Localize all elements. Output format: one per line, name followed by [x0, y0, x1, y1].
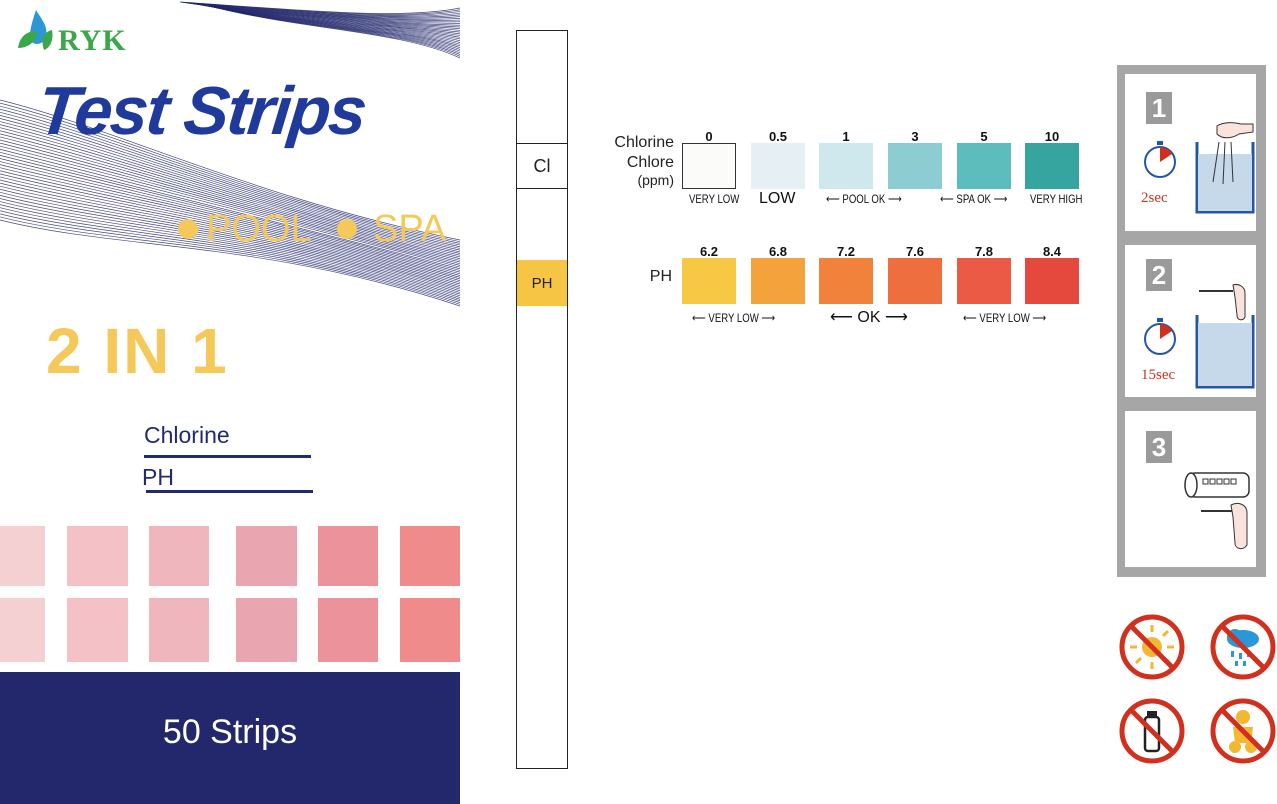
- package-panel: RYK Test Strips POOL SPA 2 IN 1 Chlorine…: [0, 0, 460, 804]
- leaf-drop-icon: [18, 10, 53, 50]
- color-square: [236, 598, 297, 662]
- beaker-swirl-icon: [1195, 284, 1255, 389]
- use-pool-label: POOL: [206, 208, 312, 250]
- color-square: [318, 598, 378, 662]
- ph-note-very-low-left: ⟵ VERY LOW ⟶: [692, 311, 776, 325]
- combo-label: 2 IN 1: [46, 315, 229, 387]
- chlorine-color-swatch: [682, 143, 736, 189]
- chlorine-color-swatch: [819, 143, 873, 189]
- chlorine-value-label: 0: [705, 129, 713, 144]
- color-square: [236, 526, 297, 586]
- chlorine-color-swatch: [751, 143, 805, 189]
- step-1-card: 1 2sec: [1125, 74, 1256, 231]
- color-square: [0, 598, 45, 662]
- stopwatch-icon: [1144, 318, 1176, 355]
- strip-pad-ph: PH: [517, 260, 567, 306]
- no-moisture-icon: [1210, 614, 1276, 680]
- bullet-dot-pool: [178, 219, 198, 239]
- ph-color-swatch: [1025, 258, 1079, 304]
- chlorine-note-low: LOW: [759, 190, 796, 207]
- color-square: [400, 526, 460, 586]
- strip-count-banner: [0, 672, 460, 804]
- keep-from-children-icon: [1210, 698, 1276, 764]
- ph-note-very-low-right: ⟵ VERY LOW ⟶: [963, 311, 1047, 325]
- chlorine-color-swatch: [1025, 143, 1079, 189]
- chlorine-note-pool-ok: ⟵ POOL OK ⟶: [826, 192, 902, 206]
- ph-color-swatch: [888, 258, 942, 304]
- color-square: [149, 526, 209, 586]
- product-title: Test Strips: [34, 73, 369, 149]
- test-strip: [516, 30, 568, 769]
- chlorine-note-very-low: VERY LOW: [689, 192, 740, 206]
- no-container-swap-icon: [1119, 698, 1185, 764]
- brand-name: RYK: [58, 24, 127, 57]
- ph-value-label: 8.4: [1042, 244, 1062, 259]
- chlorine-note-spa-ok: ⟵ SPA OK ⟶: [940, 192, 1008, 206]
- ph-note-ok: ⟵ OK ⟶: [830, 309, 908, 326]
- container-compare-icon: [1184, 472, 1250, 550]
- color-square: [0, 526, 45, 586]
- chlorine-value-label: 0.5: [768, 129, 788, 144]
- no-sunlight-icon: [1119, 614, 1185, 680]
- param-underline: [146, 490, 313, 493]
- param-underline: [144, 455, 311, 458]
- ph-value-label: 7.6: [905, 244, 925, 259]
- ph-value-label: 7.8: [974, 244, 994, 259]
- chlorine-value-label: 10: [1044, 129, 1060, 144]
- ph-value-label: 6.8: [768, 244, 788, 259]
- step-2-time: 15sec: [1141, 367, 1176, 383]
- step-2-card: 2 15sec: [1125, 245, 1256, 397]
- chlorine-color-swatch: [957, 143, 1011, 189]
- ph-color-swatch: [819, 258, 873, 304]
- ph-color-swatch: [751, 258, 805, 304]
- chlorine-label-line2: Chlore: [626, 154, 674, 171]
- brand-logo: RYK: [14, 8, 144, 58]
- ph-value-label: 7.2: [836, 244, 856, 259]
- strip-count-label: 50 Strips: [162, 713, 298, 751]
- ph-row-label: PH: [649, 268, 672, 285]
- use-spa-label: SPA: [373, 208, 447, 250]
- ph-color-swatch: [957, 258, 1011, 304]
- bullet-dot-spa: [337, 219, 357, 239]
- color-square: [67, 526, 128, 586]
- stopwatch-icon: [1144, 141, 1176, 178]
- chlorine-label-line1: Chlorine: [614, 134, 674, 151]
- color-square: [400, 598, 460, 662]
- chlorine-value-label: 5: [980, 129, 988, 144]
- chlorine-value-label: 1: [842, 129, 850, 144]
- step-1-time: 2sec: [1141, 190, 1168, 206]
- step-number: 1: [1146, 92, 1172, 124]
- chlorine-value-label: 3: [911, 129, 919, 144]
- ph-value-label: 6.2: [699, 244, 719, 259]
- step-number: 3: [1146, 431, 1172, 463]
- color-square: [149, 598, 209, 662]
- step-3-card: 3: [1125, 411, 1256, 567]
- color-square: [318, 526, 378, 586]
- step-number: 2: [1146, 259, 1172, 291]
- chlorine-color-swatch: [888, 143, 942, 189]
- wave-decoration: [0, 1, 460, 307]
- ph-color-swatch: [682, 258, 736, 304]
- param-chlorine-label: Chlorine: [144, 422, 230, 448]
- strip-pad-chlorine: Cl: [516, 143, 568, 189]
- color-square: [67, 598, 128, 662]
- beaker-dip-icon: [1195, 122, 1255, 214]
- chlorine-note-very-high: VERY HIGH: [1030, 192, 1083, 206]
- chlorine-label-line3: (ppm): [637, 172, 674, 188]
- param-ph-label: PH: [142, 464, 174, 490]
